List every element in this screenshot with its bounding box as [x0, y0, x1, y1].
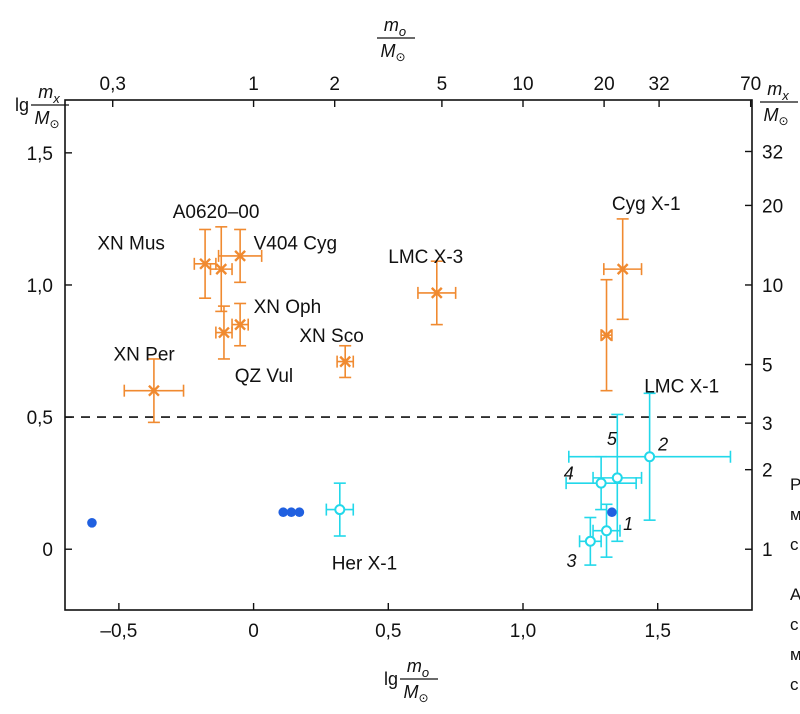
marker-a0620-00	[215, 263, 228, 275]
y-axis-label-num: mx	[38, 82, 60, 106]
marker-lmc-x-1	[600, 329, 613, 342]
marker-2	[644, 451, 656, 463]
x-tick-label: –0,5	[100, 621, 137, 642]
dot-point	[607, 507, 617, 518]
top-tick-label: 20	[594, 74, 615, 95]
top-axis-label-den: M⊙	[380, 41, 405, 64]
x-axis-label-den-sub: ⊙	[418, 691, 428, 705]
marker-qz-vul	[218, 326, 230, 339]
right-tick-label: 5	[762, 356, 773, 377]
side-text-7: с	[790, 675, 799, 694]
marker-v404-cyg	[234, 250, 246, 262]
marker-her-x-1	[334, 504, 346, 516]
right-axis-label-num: mx	[767, 79, 789, 103]
side-text-1: Р	[790, 475, 800, 494]
right-tick-label: 32	[762, 142, 783, 163]
label-qz-vul: QZ Vul	[235, 366, 293, 387]
y-tick-label: 0,5	[27, 408, 53, 429]
marker-3	[584, 535, 596, 547]
label-3: 3	[566, 551, 576, 571]
x-axis-label-prefix: lg	[384, 669, 398, 689]
label-2: 2	[657, 435, 668, 455]
top-tick-label: 2	[329, 74, 340, 95]
plot-frame	[64, 99, 753, 611]
dot-point	[286, 507, 297, 518]
marker-lmc-x-3	[430, 287, 443, 299]
label-xn-mus: XN Mus	[97, 234, 165, 255]
dot-point	[278, 507, 289, 518]
side-text-6: м	[790, 645, 800, 664]
x-tick-label: 0,5	[375, 621, 401, 642]
top-axis-label-num-sub: o	[399, 24, 406, 39]
y-axis-label-num-sub: x	[52, 91, 60, 106]
top-tick-label: 1	[248, 74, 259, 95]
marker-xn-mus	[199, 257, 211, 270]
right-axis-label: mxM⊙	[760, 79, 798, 128]
x-tick-label: 0	[248, 621, 259, 642]
top-axis-label-num: mo	[384, 15, 406, 39]
x-axis-label-num-sub: o	[422, 665, 429, 680]
marker-4	[595, 477, 607, 489]
side-text-5: с	[790, 615, 799, 634]
label-cyg-x-1: Cyg X-1	[612, 194, 681, 215]
label-her-x-1: Her X-1	[332, 553, 397, 574]
label-xn-oph: XN Oph	[254, 297, 322, 318]
y-axis-label-den: M⊙	[34, 108, 59, 131]
x-axis-label-num: mo	[407, 656, 429, 680]
y-tick-label: 1,0	[27, 276, 53, 297]
label-xn-sco: XN Sco	[299, 326, 363, 347]
marker-1	[601, 525, 613, 537]
x-tick-label: 1,5	[644, 621, 670, 642]
top-axis-label-den-sub: ⊙	[395, 50, 405, 64]
marker-xn-per	[148, 384, 160, 397]
marker-5	[611, 472, 623, 484]
label-a0620-00: A0620–00	[173, 202, 260, 223]
right-tick-label: 3	[762, 414, 773, 435]
top-tick-label: 10	[512, 74, 533, 95]
right-tick-label: 2	[762, 461, 773, 482]
side-text-2: м	[790, 505, 800, 524]
right-axis-label-num-sub: x	[781, 88, 789, 103]
y-axis-label-den-sub: ⊙	[49, 117, 59, 131]
right-axis-label-den-sub: ⊙	[778, 114, 788, 128]
y-axis-label-prefix: lg	[15, 95, 29, 115]
label-5: 5	[607, 429, 618, 449]
dot-point	[294, 507, 305, 518]
marker-cyg-x-1	[616, 263, 629, 275]
label-xn-per: XN Per	[113, 345, 175, 366]
right-axis-label-den: M⊙	[763, 105, 788, 128]
right-tick-label: 10	[762, 276, 783, 297]
label-lmc-x-3: LMC X-3	[388, 247, 463, 268]
top-tick-label: 32	[649, 74, 670, 95]
right-tick-label: 1	[762, 540, 773, 561]
top-tick-label: 5	[437, 74, 448, 95]
y-tick-label: 0	[42, 540, 53, 561]
dot-point	[87, 517, 97, 528]
side-text-4: А	[790, 585, 800, 604]
top-tick-label: 0,3	[100, 74, 126, 95]
x-tick-label: 1,0	[510, 621, 536, 642]
y-tick-label: 1,5	[27, 144, 53, 165]
right-tick-label: 20	[762, 196, 783, 217]
side-text-3: с	[790, 535, 799, 554]
x-axis-label-den: M⊙	[403, 682, 428, 705]
label-lmc-x-1: LMC X-1	[644, 376, 719, 397]
label-4: 4	[564, 464, 574, 484]
top-axis-label: moM⊙	[377, 15, 415, 64]
marker-xn-sco	[339, 355, 352, 368]
top-tick-label: 70	[740, 74, 761, 95]
label-1: 1	[623, 514, 633, 534]
label-v404-cyg: V404 Cyg	[254, 234, 337, 255]
marker-xn-oph	[234, 318, 246, 331]
